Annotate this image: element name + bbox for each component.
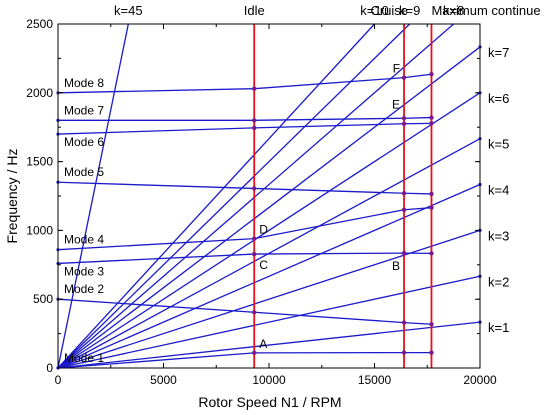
- mode-label: Mode 7: [64, 103, 104, 117]
- axes-layer: 0 5000 10000 15000 20000 0 500 1000 1500 2000 2500: [26, 17, 497, 387]
- engine-order-line: [57, 46, 481, 369]
- x-tick-label: 15000: [358, 373, 392, 387]
- mode-point: [401, 191, 407, 196]
- speed-line-label: Maximum continue: [431, 3, 540, 18]
- engine-order-label: k=10: [360, 3, 389, 18]
- y-tick-label: 1500: [26, 155, 53, 169]
- x-tick-label: 0: [55, 373, 62, 387]
- mode-line: [57, 73, 432, 94]
- mode-line: [57, 351, 432, 369]
- mode-label: Mode 3: [64, 264, 104, 278]
- mode-line: [57, 122, 432, 135]
- y-tick-label: 2000: [26, 86, 53, 100]
- mode-point: [252, 86, 257, 91]
- mode-point: [429, 350, 434, 355]
- point-annotation: E: [392, 97, 400, 111]
- mode-label: Mode 8: [64, 76, 104, 90]
- y-tick-label: 2500: [26, 17, 53, 31]
- y-tick-label: 500: [33, 292, 53, 306]
- engine-order-line: [57, 321, 481, 369]
- mode-point: [401, 350, 407, 355]
- mode-label: Mode 4: [64, 233, 104, 247]
- point-annotation: A: [259, 337, 267, 351]
- mode-point: [429, 115, 434, 120]
- mode-point: [429, 205, 434, 210]
- mode-point: [429, 251, 434, 256]
- point-annotation: B: [392, 259, 400, 273]
- mode-label: Mode 1: [64, 351, 104, 365]
- engine-order-line: [57, 23, 375, 369]
- mode-point: [401, 75, 407, 80]
- y-tick-label: 0: [46, 361, 53, 375]
- mode-point: [252, 251, 257, 257]
- chart-points-layer: [56, 45, 482, 370]
- mode-point: [252, 125, 257, 131]
- x-tick-label: 10000: [252, 373, 286, 387]
- mode-point: [252, 350, 257, 356]
- mode-point: [401, 250, 407, 256]
- x-tick-label: 5000: [150, 373, 177, 387]
- engine-order-label: k=4: [488, 183, 509, 198]
- engine-order-label: k=2: [488, 274, 509, 289]
- mode-line: [57, 207, 432, 251]
- mode-line: [57, 181, 432, 195]
- mode-point: [401, 121, 407, 126]
- y-axis-title: Frequency / Hz: [4, 149, 20, 244]
- engine-order-line: [57, 23, 455, 369]
- mode-point: [429, 322, 434, 327]
- mode-line: [57, 252, 432, 265]
- mode-point: [429, 72, 434, 77]
- mode-line: [58, 116, 432, 121]
- mode-line: [57, 298, 432, 325]
- engine-order-label: k=3: [488, 228, 509, 243]
- chart-labels-layer: k=1 k=2 k=3 k=4 k=5 k=6 k=7 k=8 k=9 k=10 k=45 Idle C…: [64, 3, 541, 365]
- mode-point: [401, 116, 407, 121]
- engine-order-line: [57, 275, 481, 369]
- engine-order-line: [57, 92, 481, 369]
- mode-point: [252, 186, 257, 191]
- engine-order-label: k=8: [443, 3, 464, 18]
- engine-order-line: [57, 183, 481, 369]
- engine-order-label: k=9: [399, 3, 420, 18]
- mode-label: Mode 5: [64, 165, 104, 179]
- speed-line-label: Cruise: [370, 3, 408, 18]
- mode-point: [401, 207, 407, 212]
- engine-order-line: [57, 23, 129, 369]
- engine-order-label: k=6: [488, 91, 509, 106]
- engine-order-line: [57, 23, 411, 369]
- speed-line-label: Idle: [244, 3, 265, 18]
- engine-order-label: k=5: [488, 137, 509, 152]
- mode-point: [252, 236, 257, 241]
- x-tick-label: 20000: [463, 373, 497, 387]
- engine-order-label: k=7: [488, 45, 509, 60]
- mode-point: [401, 320, 407, 325]
- y-tick-label: 1000: [26, 223, 53, 237]
- mode-point: [252, 310, 257, 315]
- point-annotation: D: [259, 223, 268, 237]
- mode-point: [252, 118, 257, 123]
- mode-point: [429, 121, 434, 126]
- mode-point: [429, 191, 434, 197]
- point-annotation: C: [259, 258, 268, 272]
- engine-order-label: k=1: [488, 320, 509, 335]
- mode-label: Mode 6: [64, 135, 104, 149]
- point-annotation: F: [393, 62, 400, 76]
- engine-order-label: k=45: [114, 3, 143, 18]
- x-axis-title: Rotor Speed N1 / RPM: [198, 394, 341, 410]
- chart-lines-layer: [57, 23, 481, 369]
- mode-label: Mode 2: [64, 282, 104, 296]
